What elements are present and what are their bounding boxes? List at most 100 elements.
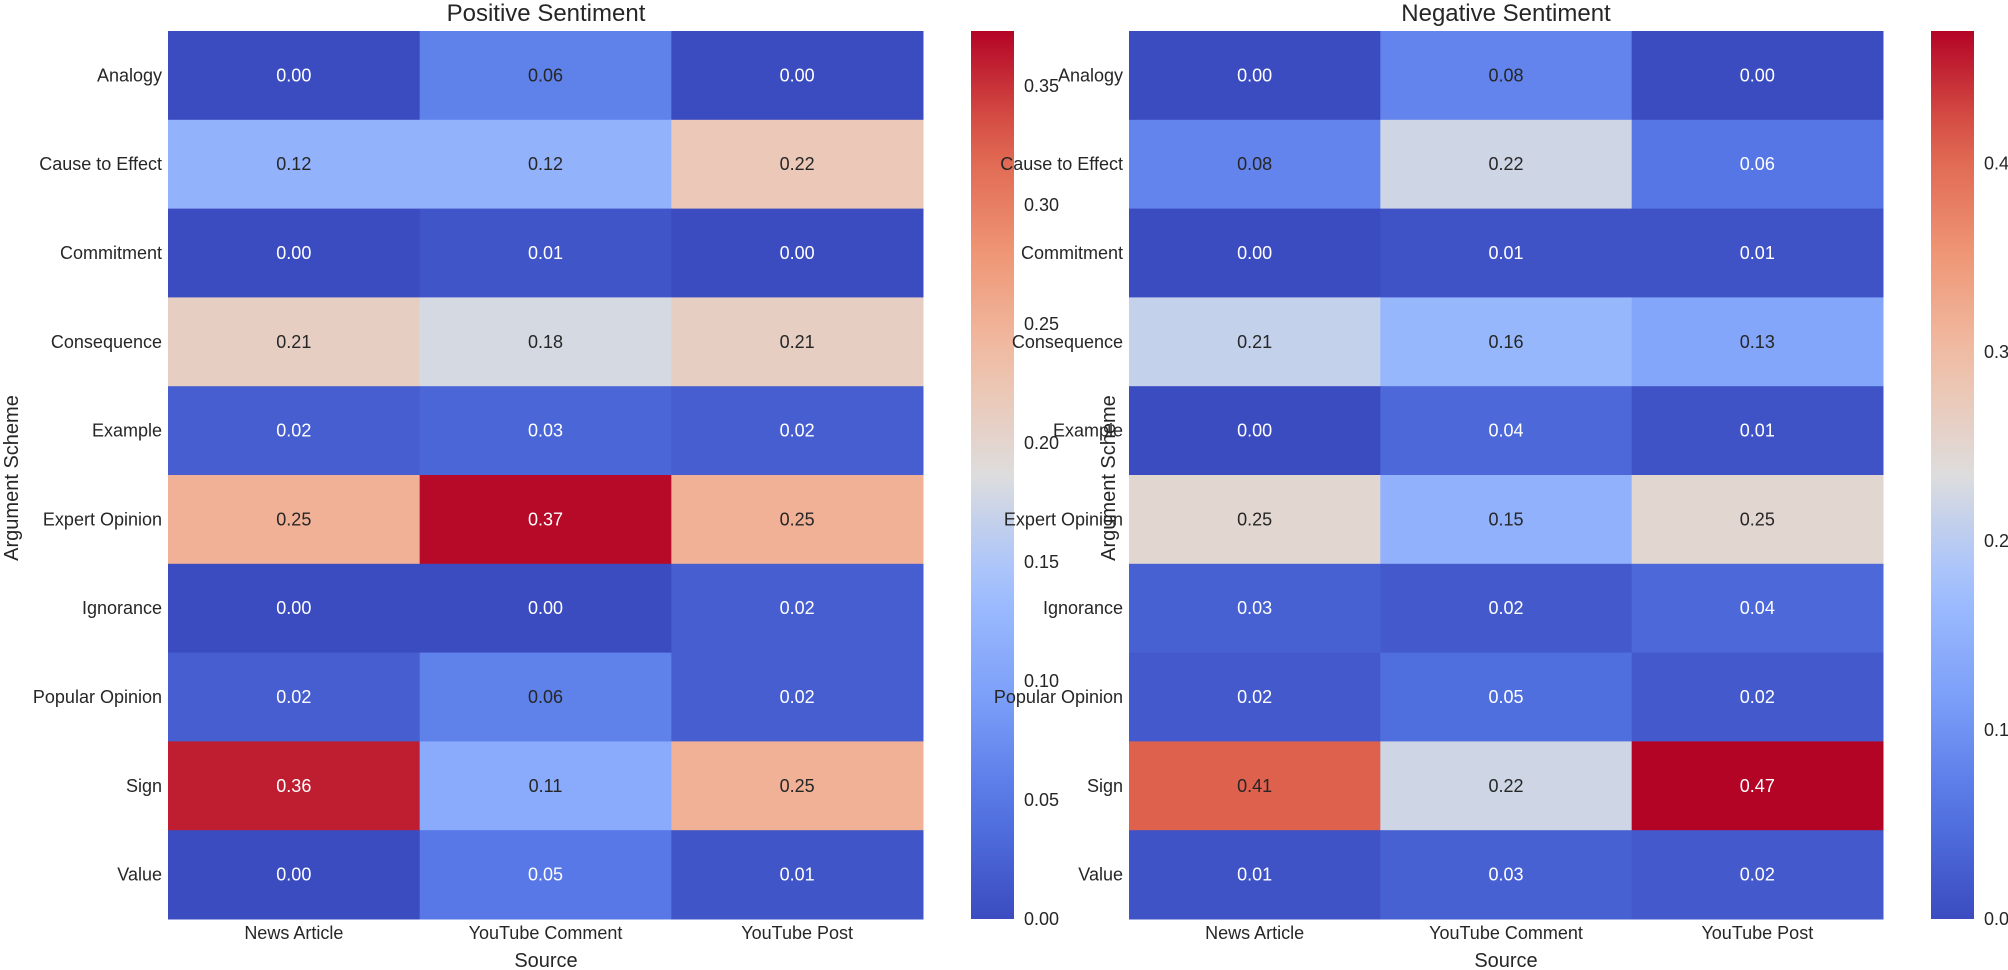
cell-value-label: 0.47	[1740, 776, 1775, 796]
heatmap-cell	[1129, 830, 1381, 920]
cell-value-label: 0.01	[1740, 421, 1775, 441]
cell-value-label: 0.03	[1488, 865, 1523, 885]
cell-value-label: 0.11	[529, 776, 563, 796]
heatmap-cell	[1631, 741, 1884, 831]
heatmap-cell	[168, 563, 421, 654]
cell-value-label: 0.25	[780, 509, 815, 529]
x-tick-label: YouTube Comment	[1429, 923, 1583, 943]
heatmap-cells: 0.00 0.08 0.00 0.08 0.22 0.06 0.00 0.01 0.01 0.21…	[1129, 31, 1884, 920]
y-tick-label: Sign	[126, 776, 162, 796]
heatmap-cell	[1129, 208, 1381, 298]
colorbar-tick-label: 0.10	[1024, 671, 1059, 691]
heatmap-cell	[1129, 31, 1381, 121]
cell-value-label: 0.41	[1237, 776, 1272, 796]
y-axis-label: Argument Scheme	[1, 395, 23, 561]
heatmap-cell	[168, 386, 421, 476]
heatmap-cell	[419, 31, 672, 121]
heatmap-cell	[1380, 475, 1633, 565]
heatmap-cell	[168, 475, 421, 565]
colorbar-gradient	[971, 31, 1014, 919]
heatmap-cell	[1380, 652, 1633, 742]
x-tick-label: YouTube Post	[741, 923, 853, 943]
heatmap-cell	[1129, 475, 1381, 565]
cell-value-label: 0.01	[528, 243, 563, 263]
cell-value-label: 0.00	[276, 865, 311, 885]
cell-value-label: 0.01	[1488, 243, 1523, 263]
cell-value-label: 0.16	[1488, 332, 1523, 352]
y-tick-label: Value	[1078, 865, 1123, 885]
cell-value-label: 0.02	[1740, 687, 1775, 707]
heatmap-cells: 0.00 0.06 0.00 0.12 0.12 0.22 0.00 0.01 0.00 0.21…	[168, 31, 924, 920]
colorbar-tick-label: 0.20	[1024, 433, 1059, 453]
heatmap-cell	[1129, 563, 1381, 654]
y-tick-label: Consequence	[51, 332, 162, 352]
heatmap-cell	[419, 119, 672, 210]
heatmap-cell	[1129, 386, 1381, 476]
heatmap-cell	[419, 741, 672, 831]
x-axis-label: Source	[1474, 950, 1537, 970]
y-tick-label: Commitment	[60, 243, 162, 263]
colorbar-tick-label: 0.3	[1984, 342, 2008, 362]
cell-value-label: 0.25	[780, 776, 815, 796]
cell-value-label: 0.00	[276, 65, 311, 85]
heatmap-cell	[1631, 119, 1884, 210]
cell-value-label: 0.25	[276, 509, 311, 529]
heatmap-cell	[1380, 741, 1633, 831]
cell-value-label: 0.12	[528, 154, 563, 174]
cell-value-label: 0.08	[1488, 65, 1523, 85]
heatmap-cell	[1380, 830, 1633, 920]
cell-value-label: 0.21	[276, 332, 311, 352]
heatmap-cell	[168, 297, 421, 387]
cell-value-label: 0.00	[780, 65, 815, 85]
y-tick-label: Sign	[1087, 776, 1123, 796]
cell-value-label: 0.02	[276, 687, 311, 707]
heatmap-cell	[168, 119, 421, 210]
cell-value-label: 0.15	[1488, 509, 1523, 529]
colorbar: 0.0 0.1 0.2 0.3 0.4	[1931, 31, 2008, 929]
heatmap-cell	[1631, 31, 1884, 121]
heatmap-cell	[1380, 31, 1633, 121]
colorbar-tick-label: 0.4	[1984, 153, 2008, 173]
colorbar-tick-label: 0.2	[1984, 531, 2008, 551]
y-tick-label: Value	[117, 865, 162, 885]
heatmap-cell	[1380, 563, 1633, 654]
cell-value-label: 0.22	[780, 154, 815, 174]
colorbar-tick-label: 0.00	[1024, 909, 1059, 929]
y-tick-label: Cause to Effect	[39, 154, 162, 174]
y-tick-label: Expert Opinion	[1004, 509, 1123, 529]
cell-value-label: 0.01	[1237, 865, 1272, 885]
colorbar-tick-label: 0.1	[1984, 720, 2008, 740]
heatmap-cell	[1380, 386, 1633, 476]
heatmap-cell	[1631, 563, 1884, 654]
cell-value-label: 0.00	[1237, 421, 1272, 441]
colorbar-tick-label: 0.0	[1984, 909, 2008, 929]
cell-value-label: 0.36	[276, 776, 311, 796]
y-tick-label: Expert Opinion	[43, 509, 162, 529]
heatmap-cell	[671, 830, 924, 920]
heatmap-cell	[671, 31, 924, 121]
heatmap-cell	[168, 830, 421, 920]
cell-value-label: 0.22	[1488, 154, 1523, 174]
cell-value-label: 0.02	[276, 421, 311, 441]
colorbar-gradient	[1931, 31, 1974, 919]
heatmap-cell	[419, 208, 672, 298]
y-tick-label: Example	[1053, 421, 1123, 441]
heatmap-cell	[1380, 208, 1633, 298]
heatmap-cell	[1631, 475, 1884, 565]
cell-value-label: 0.00	[528, 598, 563, 618]
cell-value-label: 0.01	[780, 865, 815, 885]
cell-value-label: 0.02	[780, 421, 815, 441]
cell-value-label: 0.21	[1237, 332, 1272, 352]
cell-value-label: 0.18	[528, 332, 563, 352]
y-tick-labels: Analogy Cause to Effect Commitment Conseque…	[33, 65, 162, 884]
heatmap-positive-sentiment: Positive Sentiment 0.00 0.06 0.000.12 0.12 0…	[1, 0, 1059, 970]
x-axis-label: Source	[514, 950, 577, 970]
heatmap-cell	[671, 297, 924, 387]
y-tick-label: Commitment	[1021, 243, 1123, 263]
x-tick-label: News Article	[244, 923, 343, 943]
cell-value-label: 0.01	[1740, 243, 1775, 263]
heatmap-cell	[1631, 208, 1884, 298]
cell-value-label: 0.00	[276, 598, 311, 618]
heatmap-cell	[671, 475, 924, 565]
